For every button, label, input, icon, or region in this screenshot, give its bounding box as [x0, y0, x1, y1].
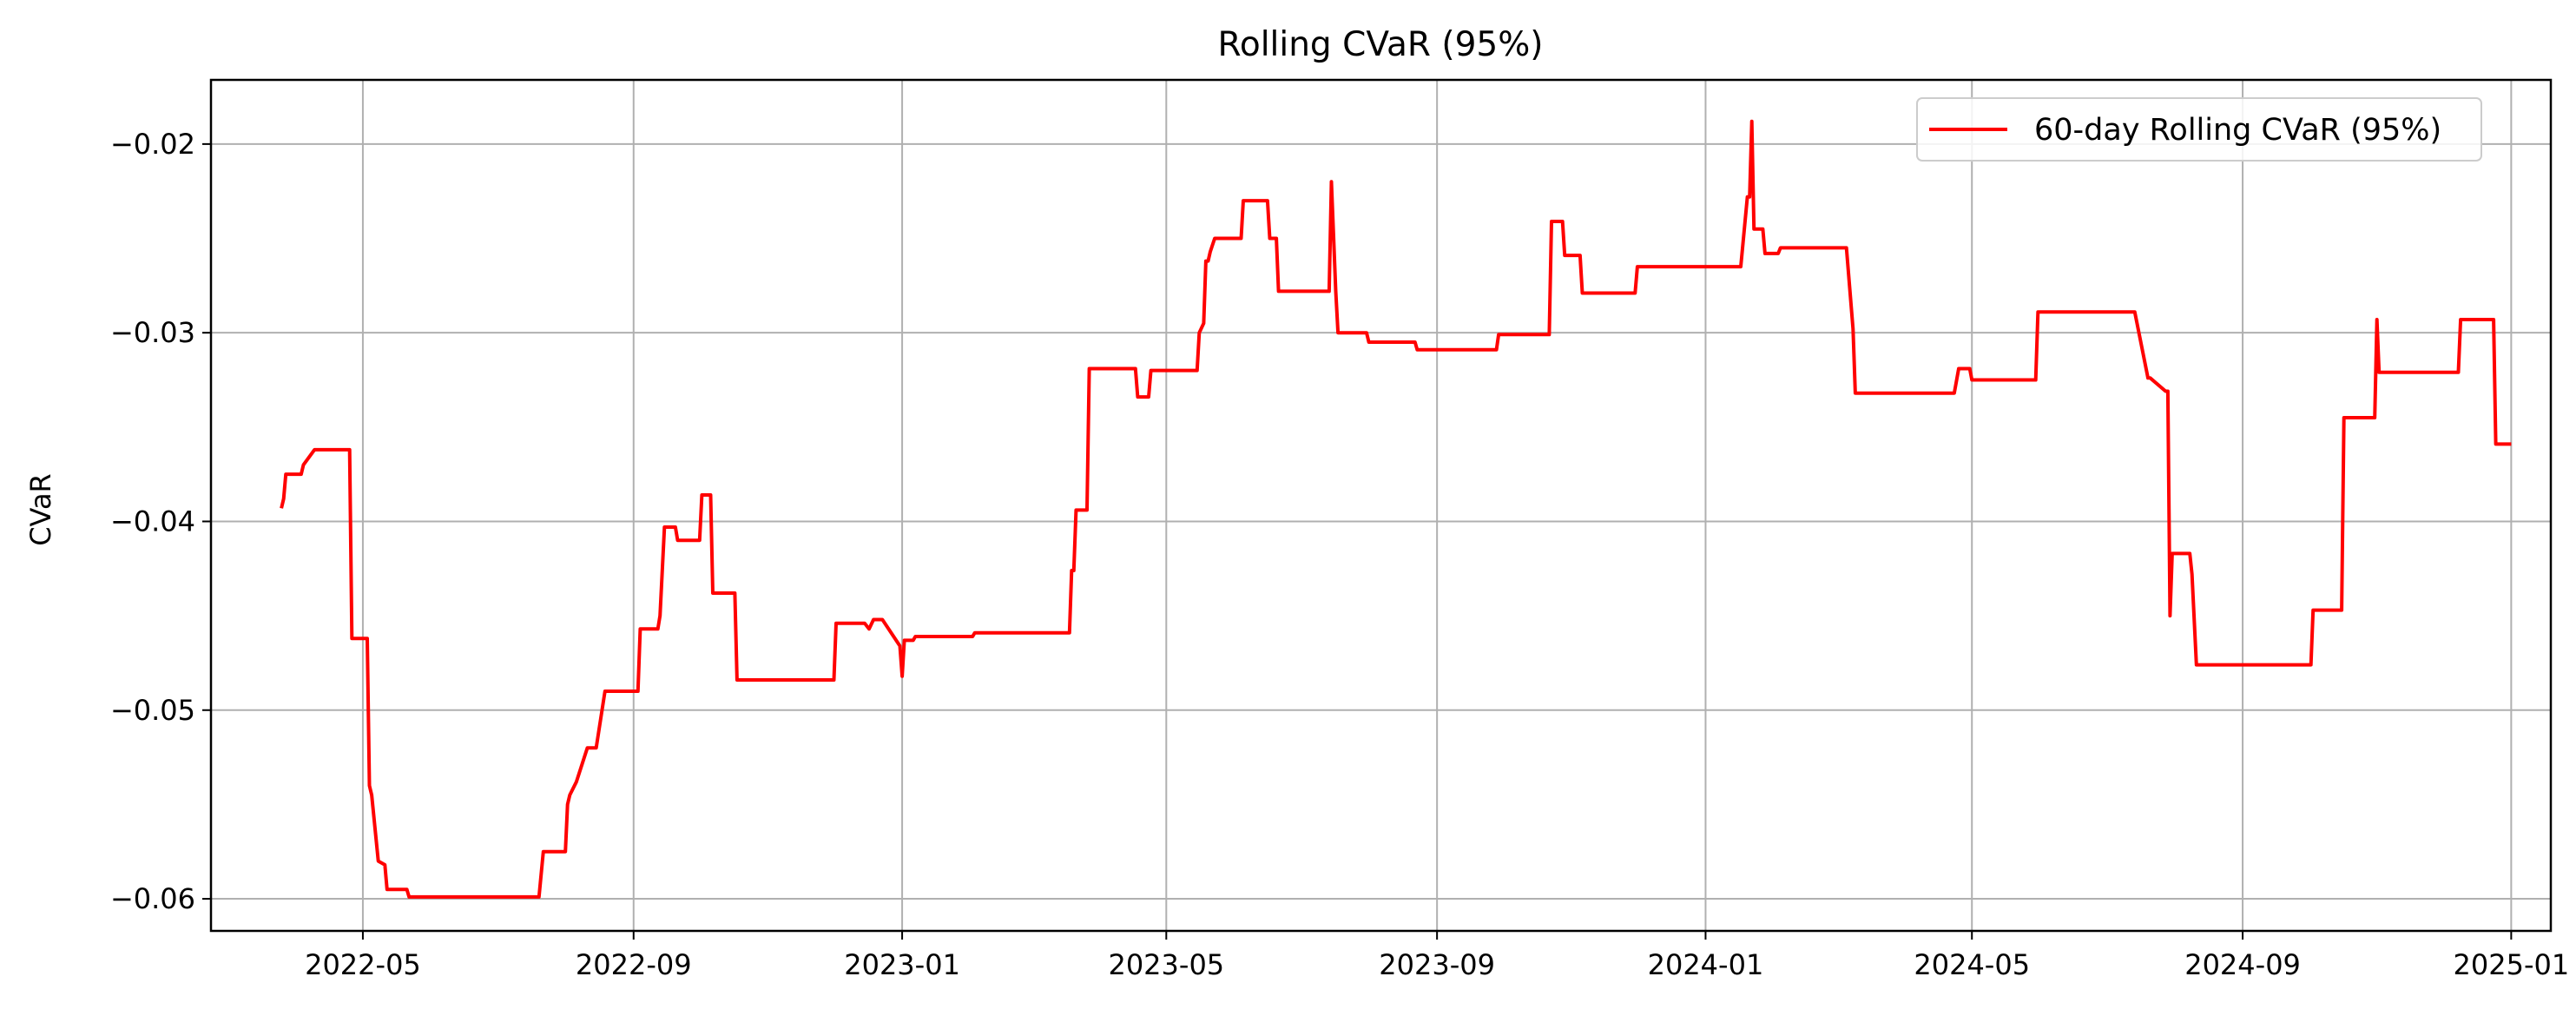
x-tick-label: 2023-05: [1108, 948, 1224, 981]
legend-label: 60-day Rolling CVaR (95%): [2034, 113, 2441, 148]
grid-lines: [211, 80, 2551, 931]
x-tick-label: 2023-01: [844, 948, 960, 981]
y-axis-label: CVaR: [24, 473, 57, 546]
legend: 60-day Rolling CVaR (95%): [1916, 97, 2482, 162]
plot-frame: [209, 78, 2553, 933]
y-tick-label: −0.03: [110, 316, 195, 349]
x-tick-label: 2022-09: [576, 948, 692, 981]
y-tick-label: −0.05: [110, 694, 195, 727]
x-tick-label: 2025-01: [2454, 948, 2570, 981]
x-tick-label: 2022-05: [305, 948, 421, 981]
x-tick-label: 2023-09: [1379, 948, 1495, 981]
legend-box: [1916, 97, 2482, 162]
y-axis: −0.02 −0.03 −0.04 −0.05 −0.06: [110, 128, 211, 915]
series-layer: [280, 119, 2512, 899]
x-tick-label: 2024-01: [1648, 948, 1764, 981]
y-tick-label: −0.06: [110, 882, 195, 915]
y-tick-label: −0.02: [110, 128, 195, 161]
x-axis: 2022-05 2022-09 2023-01 2023-05 2023-09 2024-…: [305, 931, 2569, 981]
y-tick-label: −0.04: [110, 505, 195, 538]
chart-title: Rolling CVaR (95%): [1218, 25, 1544, 64]
x-tick-label: 2024-09: [2184, 948, 2301, 981]
series-line: [280, 119, 2512, 899]
x-tick-label: 2024-05: [1914, 948, 2030, 981]
